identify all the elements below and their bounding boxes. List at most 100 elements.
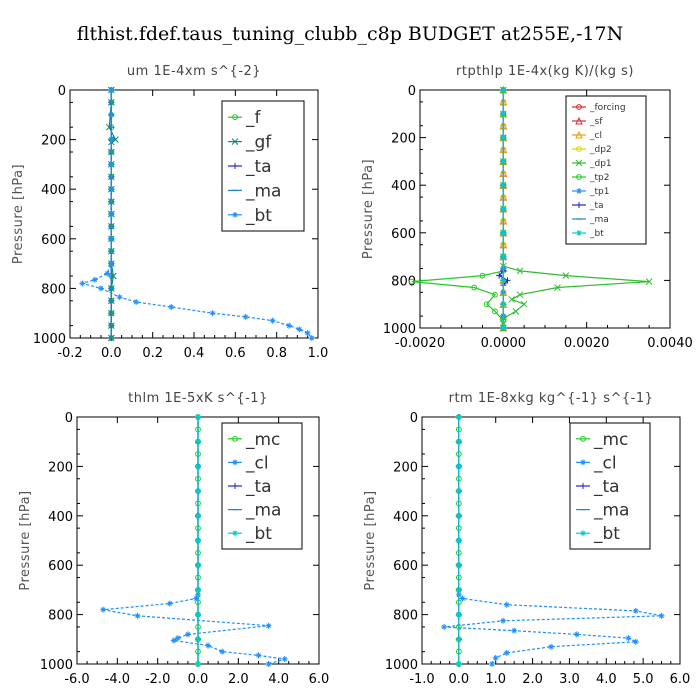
x-tick-label: -6.0 — [64, 672, 89, 687]
legend-label: _dp2 — [589, 145, 612, 155]
legend-marker — [576, 146, 582, 152]
legend-marker — [232, 483, 238, 489]
legend-label: _cl — [593, 453, 617, 473]
data-point — [133, 299, 140, 306]
x-tick-label: 2.0 — [522, 672, 543, 687]
data-point — [91, 276, 98, 283]
data-point — [192, 595, 199, 602]
data-point — [455, 562, 462, 569]
data-point — [573, 631, 580, 638]
data-point — [195, 537, 201, 544]
data-point — [281, 656, 288, 663]
data-point — [500, 617, 507, 624]
data-point — [184, 631, 191, 638]
x-tick-label: 4.0 — [268, 672, 289, 687]
data-point — [632, 638, 639, 645]
series-line — [80, 90, 313, 339]
y-tick-label: 400 — [48, 510, 73, 525]
x-tick-label: 0.4 — [184, 346, 205, 361]
y-tick-label: 400 — [393, 510, 418, 525]
y-tick-label: 600 — [391, 227, 416, 242]
data-point — [492, 654, 499, 661]
x-tick-label: 0.0 — [449, 672, 470, 687]
legend-marker — [575, 116, 583, 125]
data-point — [492, 291, 498, 298]
data-point — [503, 601, 510, 608]
data-point — [219, 648, 226, 655]
y-axis-label: Pressure [hPa] — [18, 490, 33, 590]
data-point — [632, 607, 639, 614]
legend-marker — [232, 163, 238, 169]
legend: _forcing _sf _cl _dp2 _dp1 _tp2 _tp1 _ta _ma _bt — [565, 95, 647, 245]
data-point — [516, 291, 524, 299]
legend-marker — [576, 202, 582, 208]
data-point — [489, 661, 496, 667]
data-point — [500, 110, 507, 117]
data-point — [500, 182, 507, 189]
data-point — [265, 622, 272, 629]
data-point — [134, 612, 141, 619]
data-point — [195, 562, 201, 569]
data-point — [658, 612, 665, 619]
panel-title: thlm 1E-5xK s^{-1} — [128, 391, 268, 406]
chart-panel-2: rtpthlp 1E-4x(kg K)/(kg s) Pressure [hPa]… — [361, 64, 693, 351]
data-point — [455, 463, 462, 470]
data-point — [209, 310, 216, 317]
y-tick-label: 200 — [391, 132, 416, 147]
legend-marker — [576, 230, 582, 236]
legend-label: _bt — [593, 524, 620, 544]
legend-marker — [232, 114, 238, 121]
x-tick-label: 5.0 — [633, 672, 654, 687]
data-point — [500, 325, 507, 331]
data-point — [500, 253, 507, 260]
figure-title: flthist.fdef.taus_tuning_clubb_c8p BUDGE… — [77, 23, 623, 45]
data-point — [459, 595, 466, 602]
data-point — [500, 158, 507, 165]
data-point — [455, 586, 462, 593]
legend-label: _mc — [593, 430, 628, 450]
x-tick-label: 0.8 — [266, 346, 287, 361]
data-point — [104, 270, 111, 277]
data-point — [108, 111, 115, 118]
data-point — [500, 229, 507, 236]
y-tick-label: 200 — [48, 460, 73, 475]
data-point — [168, 304, 175, 310]
y-tick-label: 1000 — [383, 322, 416, 337]
legend-marker — [575, 130, 583, 139]
data-point — [296, 326, 303, 333]
x-tick-label: -0.0020 — [395, 336, 445, 351]
legend-marker — [576, 174, 582, 180]
legend-label: _ta — [245, 477, 272, 497]
data-point — [455, 661, 462, 667]
data-point — [455, 611, 462, 618]
legend-marker — [232, 530, 238, 537]
legend-label: _cl — [245, 453, 269, 473]
data-point — [195, 661, 201, 667]
data-point — [500, 301, 507, 308]
data-point — [455, 537, 462, 544]
legend-label: _bt — [589, 229, 604, 239]
data-point — [195, 463, 201, 470]
legend-label: _ma — [245, 181, 281, 201]
y-tick-label: 0 — [410, 411, 418, 426]
data-point — [195, 636, 201, 643]
data-point — [265, 661, 272, 667]
legend-box — [221, 100, 305, 232]
data-point — [116, 294, 123, 301]
legend-label: _bt — [245, 524, 272, 544]
y-tick-label: 800 — [391, 274, 416, 289]
data-point — [516, 267, 524, 275]
data-point — [166, 600, 173, 607]
series-bt — [79, 87, 315, 341]
data-point — [471, 284, 478, 291]
data-point — [195, 438, 201, 445]
data-point — [455, 636, 462, 643]
data-point — [98, 285, 104, 292]
legend-label: _gf — [245, 133, 272, 153]
y-tick-label: 800 — [393, 609, 418, 624]
data-point — [308, 335, 315, 341]
data-point — [79, 280, 86, 287]
y-tick-label: 0 — [65, 411, 73, 426]
series-bt — [455, 414, 462, 667]
